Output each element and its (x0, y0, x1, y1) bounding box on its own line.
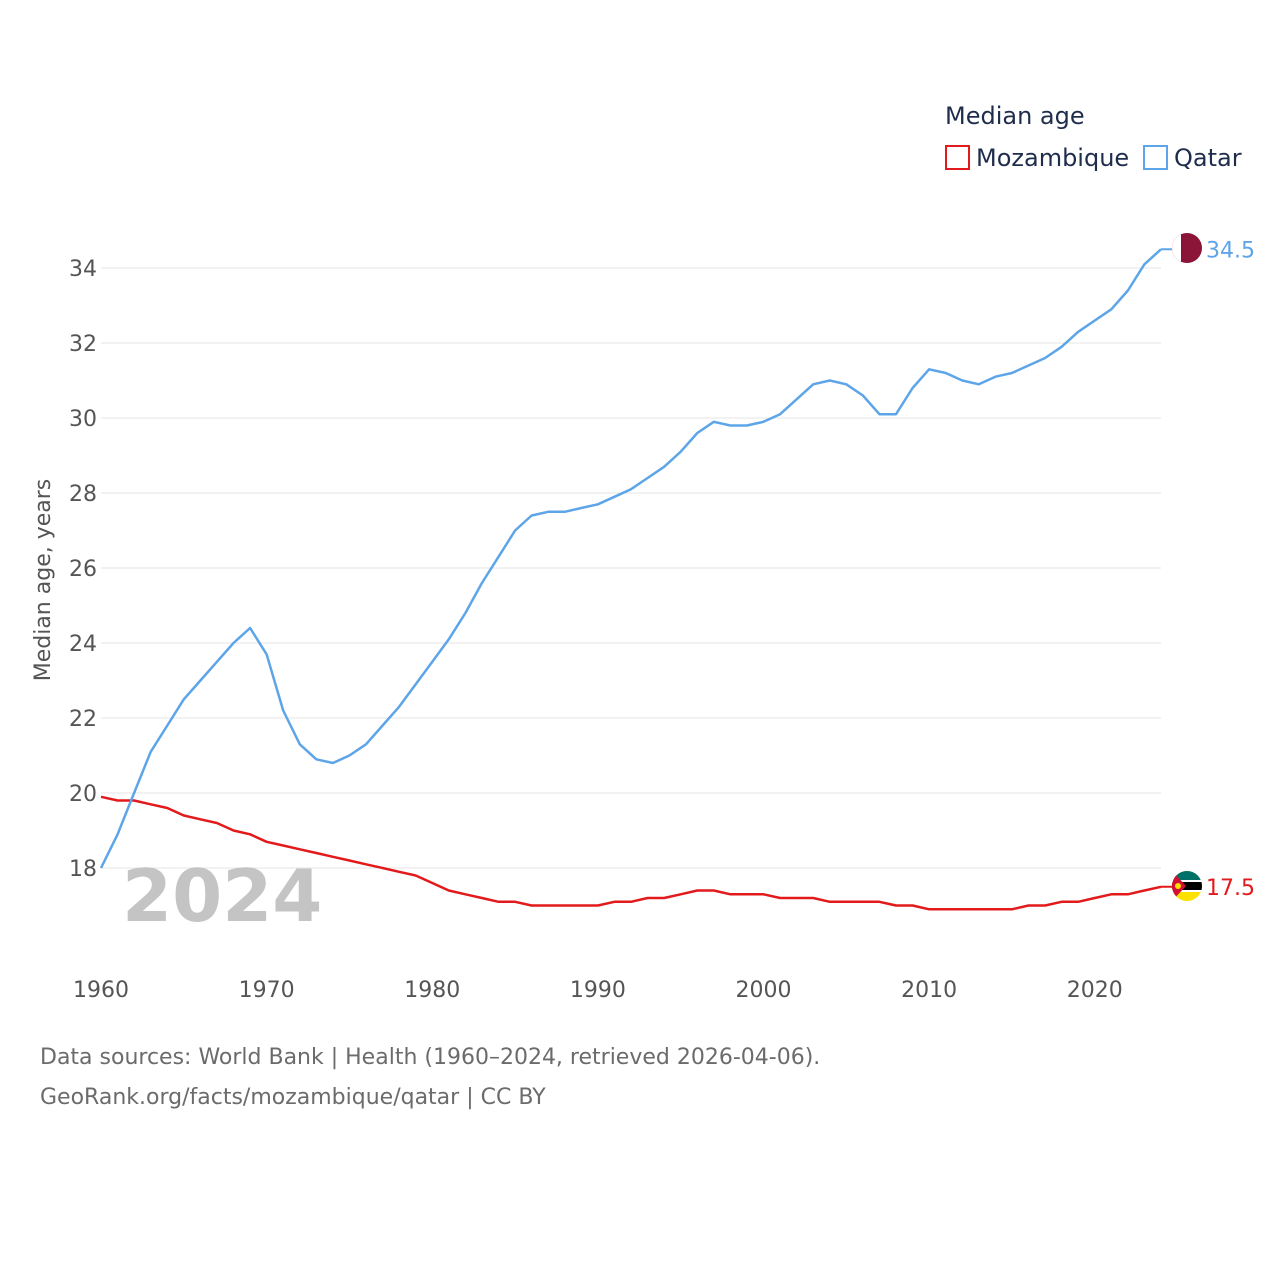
y-tick-label: 34 (69, 257, 97, 282)
y-axis-title: Median age, years (31, 479, 56, 682)
qatar-flag-icon (1172, 233, 1202, 263)
legend-label-qatar[interactable]: Qatar (1174, 144, 1242, 172)
credit-link[interactable]: GeoRank.org/facts/mozambique/qatar | CC … (40, 1085, 546, 1110)
y-tick-label: 22 (69, 707, 97, 732)
y-tick-label: 26 (69, 557, 97, 582)
series-line-mozambique[interactable] (100, 795, 1162, 911)
legend[interactable]: Median age Mozambique Qatar (945, 102, 1242, 172)
x-tick-label: 2020 (1067, 978, 1123, 1003)
y-axis-ticks: 18 20 22 24 26 28 30 32 34 (69, 257, 97, 882)
x-axis-ticks: 1960 1970 1980 1990 2000 2010 2020 (73, 978, 1123, 1003)
legend-swatch-mozambique[interactable] (945, 145, 970, 170)
x-tick-label: 1970 (239, 978, 295, 1003)
y-tick-label: 20 (69, 782, 97, 807)
series-line-qatar[interactable] (99, 248, 1162, 869)
end-value-label-qatar: 34.5 (1206, 238, 1255, 263)
mozambique-flag-icon (1172, 871, 1202, 901)
x-tick-label: 1980 (404, 978, 460, 1003)
x-tick-label: 1990 (570, 978, 626, 1003)
series-end-markers: 17.5 34.5 (1161, 238, 1255, 901)
y-tick-label: 24 (69, 632, 97, 657)
end-value-label-mozambique: 17.5 (1206, 876, 1255, 901)
x-tick-label: 2010 (901, 978, 957, 1003)
y-tick-label: 18 (69, 857, 97, 882)
current-year-label: 2024 (122, 854, 322, 938)
x-tick-label: 1960 (73, 978, 129, 1003)
legend-swatch-qatar[interactable] (1143, 145, 1168, 170)
data-sources-note: Data sources: World Bank | Health (1960–… (40, 1045, 821, 1070)
x-tick-label: 2000 (736, 978, 792, 1003)
series-lines (99, 248, 1162, 911)
y-tick-label: 30 (69, 407, 97, 432)
y-tick-label: 32 (69, 332, 97, 357)
legend-label-mozambique[interactable]: Mozambique (976, 144, 1129, 172)
gridlines (101, 267, 1161, 869)
y-tick-label: 28 (69, 482, 97, 507)
legend-title: Median age (945, 102, 1085, 130)
